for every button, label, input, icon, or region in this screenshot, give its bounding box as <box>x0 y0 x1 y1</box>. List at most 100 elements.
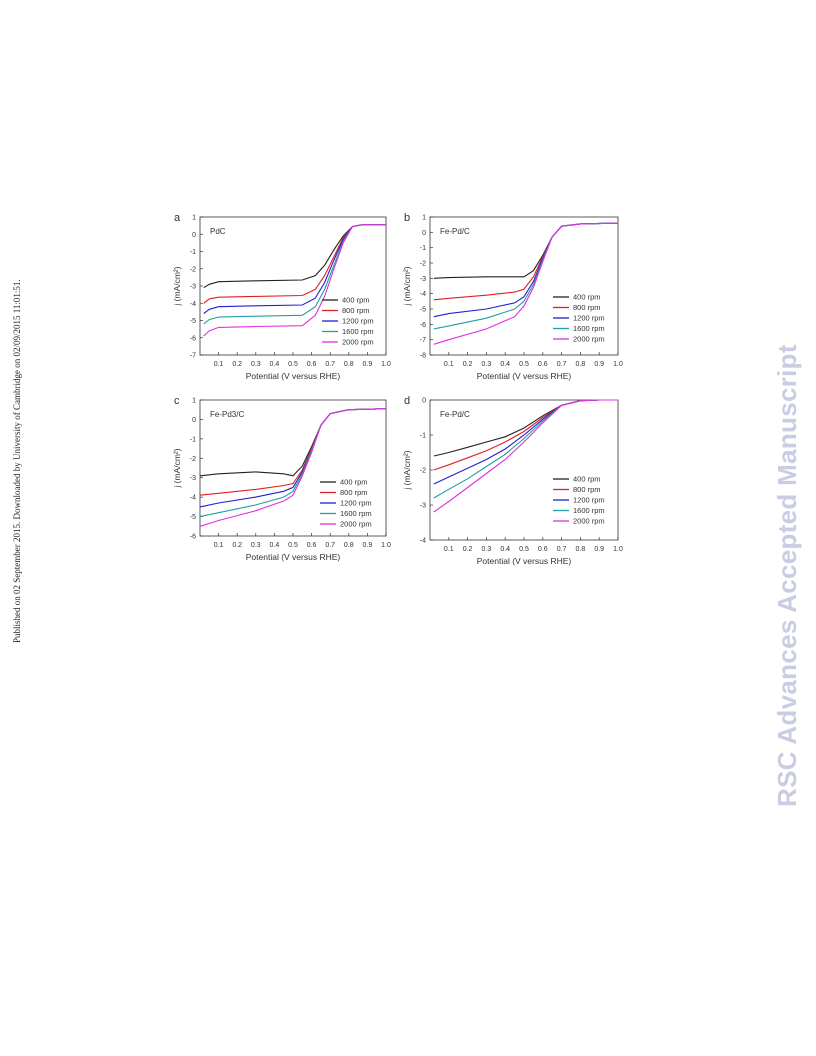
x-tick-label: 0.8 <box>344 361 354 368</box>
x-tick-label: 1.0 <box>381 361 391 368</box>
y-tick-label: -3 <box>420 503 426 510</box>
y-tick-label: -6 <box>190 534 196 541</box>
y-tick-label: 1 <box>192 215 196 222</box>
legend-label: 400 rpm <box>342 296 370 305</box>
legend-label: 400 rpm <box>573 293 601 302</box>
y-tick-label: -7 <box>190 353 196 360</box>
panel-letter: b <box>404 212 410 224</box>
x-tick-label: 0.6 <box>307 361 317 368</box>
x-tick-label: 0.6 <box>538 546 548 553</box>
x-tick-label: 0.1 <box>214 361 224 368</box>
panel-inset-label: Fe-Pd/C <box>440 227 470 236</box>
chart-panel-b: 0.1 0.2 0.3 0.4 0.5 0.6 0.7 0.8 0.9 1.0 1 0 -1 -2 -3 -4… <box>402 212 623 381</box>
y-axis-label: j (mA/cm²) <box>402 450 412 490</box>
y-tick-label: -4 <box>420 538 426 545</box>
legend-label: 800 rpm <box>573 303 601 312</box>
y-axis-label: j (mA/cm²) <box>172 266 182 306</box>
legend-label: 2000 rpm <box>573 517 605 526</box>
series-line-2000-rpm <box>433 222 619 345</box>
x-tick-label: 0.8 <box>344 542 354 549</box>
x-tick-label: 0.4 <box>270 361 280 368</box>
legend-label: 400 rpm <box>340 478 368 487</box>
x-tick-label: 1.0 <box>613 361 623 368</box>
y-tick-label: 0 <box>422 398 426 405</box>
y-tick-label: -3 <box>420 276 426 283</box>
panel-letter: a <box>174 212 181 224</box>
y-tick-label: -4 <box>420 291 426 298</box>
y-tick-label: -5 <box>190 514 196 521</box>
x-tick-label: 0.8 <box>576 361 586 368</box>
y-tick-label: -1 <box>420 245 426 252</box>
legend-label: 1200 rpm <box>342 317 374 326</box>
y-tick-label: -2 <box>420 468 426 475</box>
x-tick-label: 0.6 <box>538 361 548 368</box>
x-tick-label: 0.7 <box>557 546 567 553</box>
y-tick-label: -3 <box>190 284 196 291</box>
series-line-400-rpm <box>203 224 386 289</box>
x-tick-label: 0.9 <box>363 542 373 549</box>
chart-panel-a: 0.1 0.2 0.3 0.4 0.5 0.6 0.7 0.8 0.9 1.0 1 0 -1 -2 -3 -4… <box>172 212 391 381</box>
y-tick-label: -2 <box>420 261 426 268</box>
x-tick-label: 0.2 <box>463 546 473 553</box>
y-tick-label: 0 <box>192 232 196 239</box>
x-tick-label: 0.3 <box>251 542 261 549</box>
y-tick-label: -1 <box>190 249 196 256</box>
series-line-400-rpm <box>433 399 618 457</box>
legend-label: 2000 rpm <box>340 520 372 529</box>
legend-label: 1600 rpm <box>340 509 372 518</box>
y-tick-label: -1 <box>420 433 426 440</box>
y-tick-label: -1 <box>190 436 196 443</box>
x-tick-label: 0.5 <box>519 546 529 553</box>
x-tick-label: 0.3 <box>251 361 261 368</box>
legend-label: 2000 rpm <box>342 338 374 347</box>
legend-label: 800 rpm <box>573 485 601 494</box>
x-tick-label: 0.1 <box>444 546 454 553</box>
panel-inset-label: PdC <box>210 227 226 236</box>
x-tick-label: 0.4 <box>500 546 510 553</box>
panel-letter: d <box>404 395 410 407</box>
legend-label: 1600 rpm <box>573 324 605 333</box>
x-tick-label: 0.3 <box>482 361 492 368</box>
x-tick-label: 0.2 <box>232 361 242 368</box>
x-tick-label: 0.6 <box>307 542 317 549</box>
legend-label: 1200 rpm <box>340 499 372 508</box>
x-tick-label: 0.5 <box>519 361 529 368</box>
y-tick-label: 1 <box>422 215 426 222</box>
y-axis-label: j (mA/cm²) <box>172 448 182 488</box>
y-tick-label: -4 <box>190 301 196 308</box>
y-tick-label: -4 <box>190 495 196 502</box>
legend-label: 2000 rpm <box>573 335 605 344</box>
y-tick-label: 0 <box>192 417 196 424</box>
y-axis-label: j (mA/cm²) <box>402 266 412 306</box>
x-tick-label: 0.1 <box>444 361 454 368</box>
x-tick-label: 0.9 <box>594 546 604 553</box>
x-axis-label: Potential (V versus RHE) <box>477 371 572 381</box>
x-tick-label: 0.7 <box>325 542 335 549</box>
chart-panel-c: 0.1 0.2 0.3 0.4 0.5 0.6 0.7 0.8 0.9 1.0 1 0 -1 -2 -3 -4… <box>172 395 391 562</box>
x-tick-label: 0.7 <box>325 361 335 368</box>
legend-label: 1600 rpm <box>573 506 605 515</box>
x-tick-label: 0.9 <box>363 361 373 368</box>
x-tick-label: 0.2 <box>463 361 473 368</box>
y-tick-label: -2 <box>190 266 196 273</box>
panel-inset-label: Fe-Pd3/C <box>210 410 244 419</box>
y-tick-label: -2 <box>190 456 196 463</box>
x-axis-label: Potential (V versus RHE) <box>246 552 341 562</box>
x-tick-label: 1.0 <box>613 546 623 553</box>
y-tick-label: 1 <box>192 398 196 405</box>
panel-inset-label: Fe-Pd/C <box>440 410 470 419</box>
y-tick-label: -5 <box>420 307 426 314</box>
series-line-800-rpm <box>203 224 386 304</box>
x-tick-label: 0.3 <box>482 546 492 553</box>
x-axis-label: Potential (V versus RHE) <box>246 371 341 381</box>
series-line-2000-rpm <box>433 399 618 513</box>
y-tick-label: 0 <box>422 230 426 237</box>
x-tick-label: 0.7 <box>557 361 567 368</box>
chart-panel-d: 0.1 0.2 0.3 0.4 0.5 0.6 0.7 0.8 0.9 1.0 0 -1 -2 -3 -4 P… <box>402 395 623 566</box>
legend-label: 1200 rpm <box>573 314 605 323</box>
y-tick-label: -5 <box>190 318 196 325</box>
y-tick-label: -8 <box>420 353 426 360</box>
